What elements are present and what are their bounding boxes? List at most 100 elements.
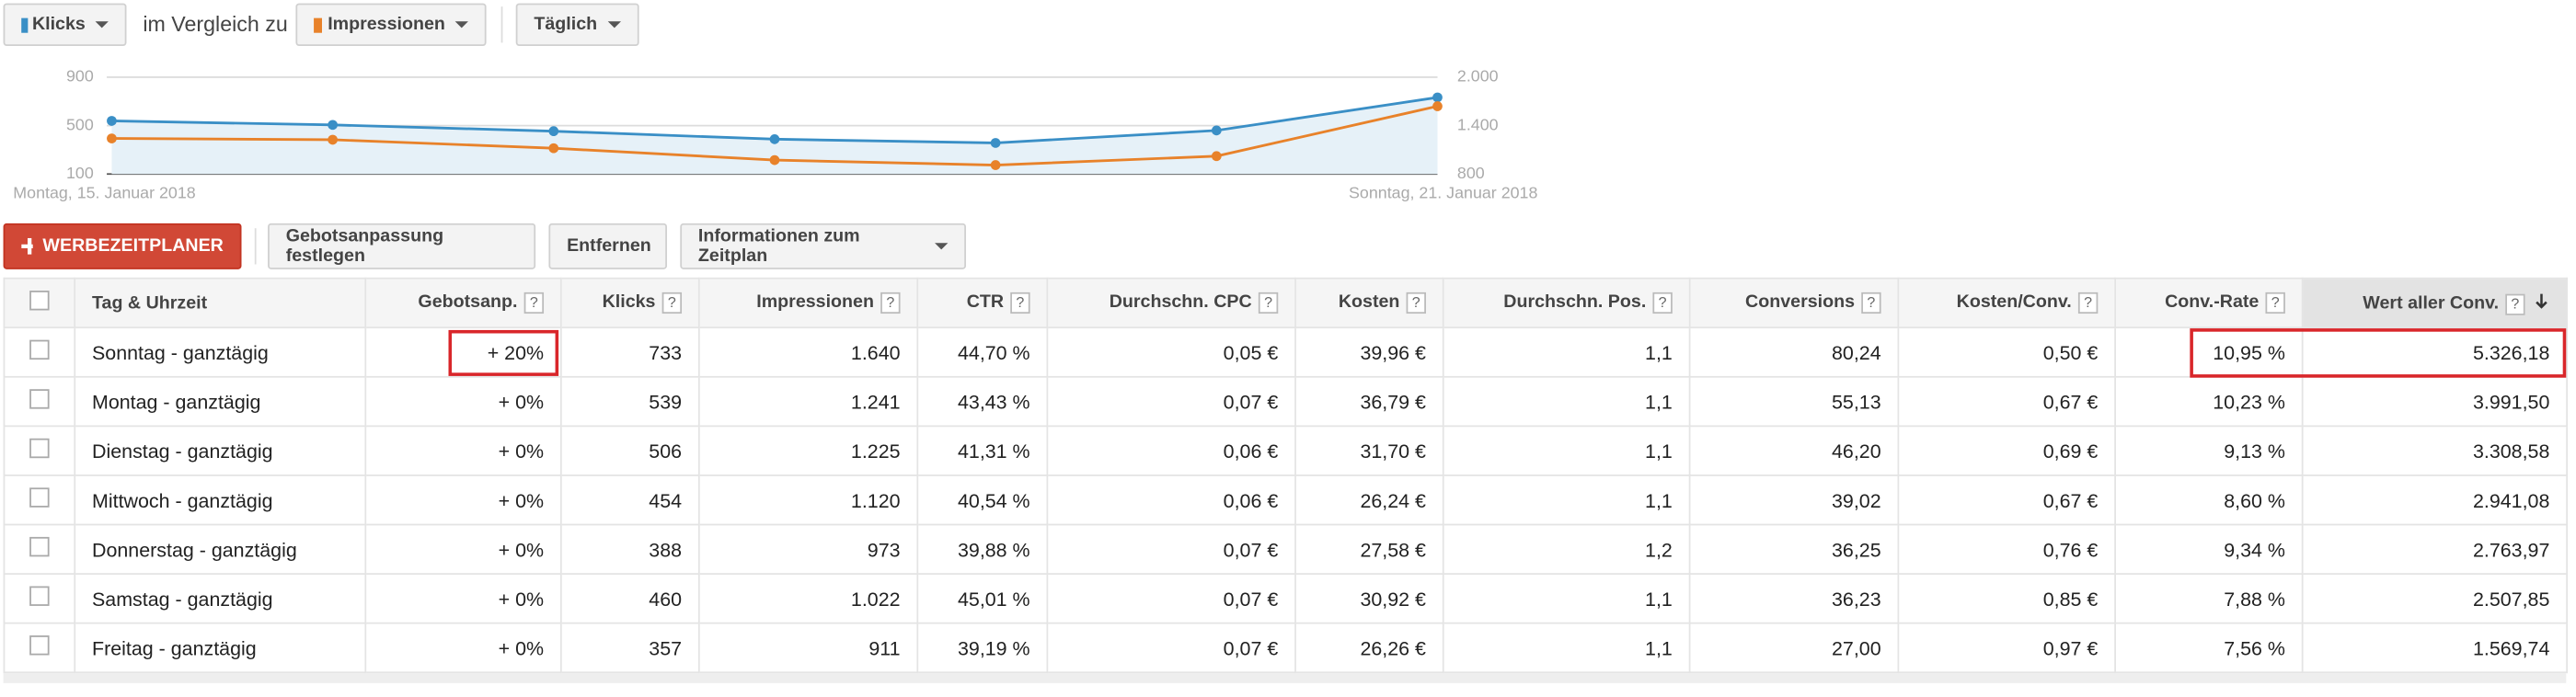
table-cell: 44,70 % — [916, 326, 1049, 378]
table-cell: + 0% — [364, 622, 562, 674]
header-cell: Conv.-Rate? — [2114, 277, 2304, 329]
table-cell: 46,20 — [1688, 425, 1900, 476]
table-row: Montag - ganztägig + 0% 539 1.241 43,43 % 0,0… — [3, 375, 2569, 428]
y-tick-label: 500 — [66, 115, 94, 133]
column-title: Klicks — [602, 291, 656, 313]
point — [1432, 92, 1443, 103]
header-cell: Gebotsanp.? — [364, 277, 562, 329]
point — [769, 133, 780, 144]
caret — [95, 21, 109, 29]
table-cell: Mittwoch - ganztägig — [74, 474, 367, 526]
plus-icon — [21, 237, 33, 255]
table-cell: 40,54 % — [916, 474, 1049, 526]
checkbox[interactable] — [29, 291, 50, 311]
period-button[interactable]: Täglich — [515, 3, 639, 46]
table-cell: 460 — [559, 573, 700, 624]
table-row: Mittwoch - ganztägig + 0% 454 1.120 40,54 % 0… — [3, 474, 2569, 526]
checkbox[interactable] — [29, 438, 50, 459]
table-cell: 0,07 € — [1046, 523, 1296, 575]
color-swatch — [314, 17, 323, 32]
y2-tick-label: 800 — [1457, 164, 1485, 182]
column-title: Durchschn. Pos. — [1503, 291, 1647, 313]
checkbox-cell — [3, 573, 76, 624]
table-cell: 30,92 € — [1294, 573, 1444, 624]
table-cell: 80,24 — [1688, 326, 1900, 378]
table-cell: 1.569,74 — [2301, 622, 2569, 674]
separator — [500, 6, 503, 43]
table-cell: + 0% — [364, 375, 562, 428]
table-cell: 55,13 — [1688, 375, 1900, 428]
table-cell: 911 — [697, 622, 919, 674]
chart: 100 500 900 800 1.400 2.000 Montag, 15. Januar… — [13, 67, 1537, 202]
table-cell: 388 — [559, 523, 700, 575]
table-cell: 39,19 % — [916, 622, 1049, 674]
table-cell: 539 — [559, 375, 700, 428]
point — [107, 133, 117, 143]
checkbox[interactable] — [29, 389, 50, 409]
info-label: Informationen zum Zeitplan — [697, 226, 860, 267]
checkbox[interactable] — [29, 487, 50, 508]
table-cell: 0,76 € — [1897, 523, 2116, 575]
checkbox-cell — [3, 474, 76, 526]
table-cell: 26,24 € — [1294, 474, 1444, 526]
table-cell: Dienstag - ganztägig — [74, 425, 367, 476]
header-cell: CTR? — [916, 277, 1049, 329]
point — [769, 154, 780, 166]
help-icon: ? — [661, 291, 683, 314]
scrollbar — [3, 673, 2567, 683]
column-title: CTR — [966, 291, 1005, 313]
set-bid-button[interactable]: Gebotsanpassung festlegen — [268, 223, 536, 269]
table-cell: 8,60 % — [2114, 474, 2304, 526]
checkbox[interactable] — [29, 635, 50, 656]
checkbox[interactable] — [29, 586, 50, 606]
table-cell: Montag - ganztägig — [74, 375, 367, 428]
table-cell: 31,70 € — [1294, 425, 1444, 476]
header-cell: Conversions? — [1688, 277, 1900, 329]
y2-tick-label: 1.400 — [1457, 115, 1499, 133]
table-cell: 0,67 € — [1897, 474, 2116, 526]
point — [548, 126, 559, 137]
table-cell: 39,96 € — [1294, 326, 1444, 378]
table-row: Dienstag - ganztägig + 0% 506 1.225 41,31 % 0… — [3, 425, 2569, 476]
header-cell: Impressionen? — [697, 277, 919, 329]
table-cell: 10,23 % — [2114, 375, 2304, 428]
point — [990, 160, 1001, 170]
table-cell: 1.241 — [697, 375, 919, 428]
point — [990, 138, 1001, 148]
help-icon: ? — [1406, 291, 1426, 314]
info-button[interactable]: Informationen zum Zeitplan — [680, 223, 966, 269]
metric1-label: Klicks — [31, 15, 86, 35]
table-cell: 1,2 — [1442, 523, 1691, 575]
table-cell: 9,34 % — [2114, 523, 2304, 575]
table-cell: + 0% — [364, 474, 562, 526]
table-cell: 0,85 € — [1897, 573, 2116, 624]
schedule-table: Tag & Uhrzeit Gebotsanp.? Klicks? Impressio… — [3, 277, 2569, 674]
table-cell: 1,1 — [1442, 622, 1691, 674]
checkbox[interactable] — [29, 536, 50, 557]
metric2-button[interactable]: Impressionen — [295, 3, 487, 46]
table-cell: 39,88 % — [916, 523, 1049, 575]
checkbox-cell — [3, 326, 76, 378]
point — [328, 120, 338, 131]
sort-arrow — [2536, 292, 2547, 308]
point — [1211, 151, 1222, 162]
table-cell: + 0% — [364, 523, 562, 575]
caret — [935, 243, 949, 250]
color-swatch — [21, 17, 28, 32]
checkbox[interactable] — [29, 339, 50, 360]
table-cell: 1,1 — [1442, 326, 1691, 378]
schedule-button[interactable]: WERBEZEITPLANER — [3, 223, 242, 269]
remove-button[interactable]: Entfernen — [548, 223, 667, 269]
remove-label: Entfernen — [567, 236, 651, 257]
metric1-button[interactable]: Klicks — [3, 3, 127, 46]
column-title: Kosten — [1338, 291, 1400, 313]
table-cell: 39,02 — [1688, 474, 1900, 526]
table-cell: 1.120 — [697, 474, 919, 526]
set-bid-label: Gebotsanpassung festlegen — [285, 226, 444, 267]
column-title: Conversions — [1745, 291, 1856, 313]
table-cell: 0,07 € — [1046, 622, 1296, 674]
table-cell: 0,06 € — [1046, 425, 1296, 476]
help-icon: ? — [523, 291, 545, 314]
header-cell: Wert aller Conv.? — [2301, 277, 2569, 329]
help-icon: ? — [1861, 291, 1881, 314]
